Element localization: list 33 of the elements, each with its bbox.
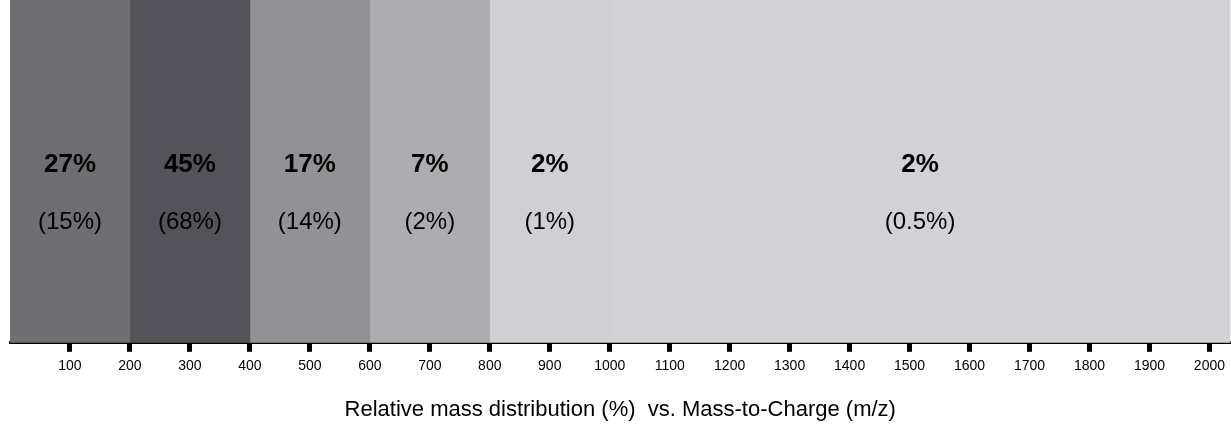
annotation: (2%) [404,207,456,235]
x-tick-label: 1400 [834,357,866,374]
x-tick-label: 300 [178,357,202,374]
x-tick-label: 100 [58,357,82,374]
annotation: (14%) [277,207,342,235]
x-tick-label: 200 [118,357,142,374]
x-axis-title: Relative mass distribution (%) vs. Mass-to-Charge (m/z) [344,395,896,421]
x-tick-label: 900 [538,357,562,374]
annotation: 17% [283,147,336,178]
x-tick-label: 1600 [953,357,986,374]
annotation: (15%) [37,207,102,235]
x-tick-label: 600 [358,357,382,374]
x-tick-label: 1000 [594,357,626,374]
x-tick-label: 1200 [714,357,746,374]
x-tick-label: 800 [478,357,502,374]
annotation: 45% [163,147,216,178]
x-tick-label: 1700 [1013,357,1046,374]
x-tick-label: 1100 [654,357,685,374]
annotation: 2% [530,147,569,178]
annotation: 7% [411,147,449,178]
annotation: 27% [43,147,96,178]
x-tick-label: 400 [238,357,262,374]
x-tick-label: 1500 [893,357,926,374]
x-tick-label: 700 [418,357,442,374]
x-tick-label: 1300 [774,357,806,374]
x-tick-label: 1900 [1133,357,1166,374]
x-tick-label: 2000 [1193,357,1226,374]
annotation: (0.5%) [884,207,956,235]
x-tick-label: 500 [298,357,322,374]
annotation: 2% [901,147,939,178]
annotation: (68%) [157,207,222,235]
annotation: (1%) [524,207,576,235]
x-tick-label: 1800 [1073,357,1106,374]
